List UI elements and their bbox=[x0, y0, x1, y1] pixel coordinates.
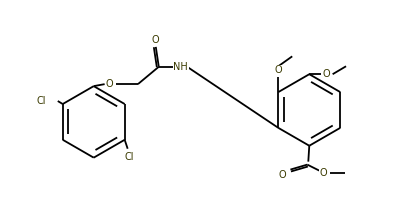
Text: NH: NH bbox=[173, 62, 188, 72]
Text: Cl: Cl bbox=[36, 96, 46, 106]
Text: O: O bbox=[274, 65, 282, 75]
Text: O: O bbox=[152, 35, 159, 45]
Text: O: O bbox=[318, 167, 326, 178]
Text: O: O bbox=[278, 170, 286, 180]
Text: O: O bbox=[105, 79, 113, 89]
Text: Cl: Cl bbox=[125, 152, 134, 162]
Text: O: O bbox=[322, 69, 329, 79]
